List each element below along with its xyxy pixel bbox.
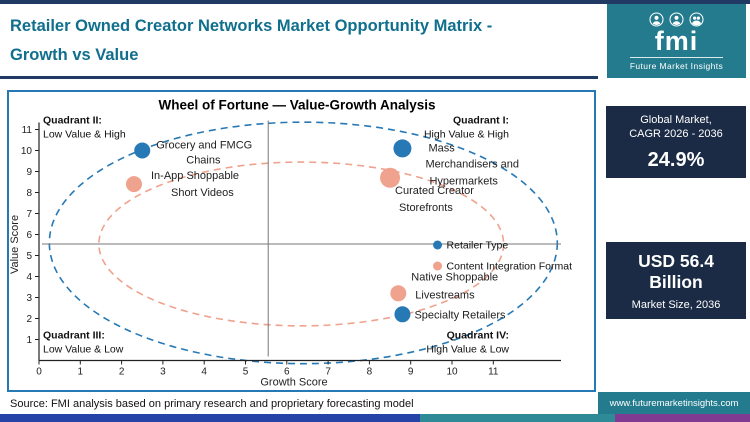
header-divider [0,76,598,79]
legend-label: Retailer Type [447,240,509,252]
market-size-value: USD 56.4 Billion [638,251,714,293]
brand-strip [0,414,750,422]
data-point-label: Hypermarkets [429,175,498,187]
quadrant-title: Quadrant II: [43,115,102,127]
y-tick-label: 10 [21,146,33,157]
y-tick-label: 7 [26,209,32,220]
legend-swatch [433,240,443,250]
source-note: Source: FMI analysis based on primary re… [10,398,414,410]
quadrant-ellipse [48,121,559,365]
page-title-line2: Growth vs Value [10,46,139,64]
support-person-icon [649,11,664,27]
website-link[interactable]: www.futuremarketinsights.com [598,392,750,414]
cagr-label-line1: Global Market, [640,113,712,126]
fmi-logo: fmi Future Market Insights [607,4,746,78]
quadrant-subtitle: Low Value & High [43,129,126,141]
y-tick-label: 5 [26,251,32,262]
data-point: Mass Merchandisers and Hypermarkets [393,139,519,187]
y-tick-label: 11 [22,125,33,136]
quadrant-title: Quadrant IV: [447,330,509,342]
cagr-label-line2: CAGR 2026 - 2036 [629,128,723,140]
data-point-label: In-App Shoppable [151,170,239,182]
y-tick-label: 4 [26,272,32,283]
fmi-wordmark: fmi [654,25,699,56]
cagr-stat-card: Global Market, CAGR 2026 - 2036 24.9% [606,106,746,178]
data-point-label: Grocery and FMCG [156,140,252,152]
market-size-card: USD 56.4 Billion Market Size, 2036 [606,242,746,319]
y-tick-label: 9 [26,167,32,178]
data-point-label: Curated Creator [395,185,474,197]
market-size-value-line2: Billion [649,271,703,292]
data-point-label: Mass [428,142,455,154]
data-point: In-App Shoppable Short Videos [125,170,239,199]
strip-segment-blue [0,414,420,422]
quadrant-title: Quadrant I: [453,115,509,127]
x-tick-label: 0 [36,367,42,378]
x-tick-label: 7 [325,367,331,378]
x-tick-label: 3 [160,367,166,378]
x-axis-title: Growth Score [260,377,327,389]
legend-label: Content Integration Format [447,261,573,273]
data-point: Curated Creator Storefronts [380,167,474,214]
y-tick-label: 6 [26,230,32,241]
data-point: Specialty Retailers [394,306,506,323]
market-size-label: Market Size, 2036 [631,298,721,311]
data-point: Grocery and FMCG Chains [134,140,252,167]
x-tick-label: 2 [119,367,125,378]
fmi-tagline: Future Market Insights [629,56,724,71]
x-tick-label: 4 [201,367,207,378]
data-point-label: Native Shoppable [411,271,498,283]
group-icon [689,11,704,27]
legend-item: Content Integration Format [433,261,572,273]
data-point: Native Shoppable Livestreams [390,271,498,302]
data-point-label: Specialty Retailers [414,309,506,321]
page-title: Retailer Owned Creator Networks Market O… [10,12,595,70]
quadrant-title: Quadrant III: [43,330,105,342]
y-axis-title: Value Score [9,215,21,274]
quadrant-subtitle: Low Value & Low [43,344,124,356]
x-tick-label: 9 [408,367,414,378]
y-tick-label: 1 [26,335,32,346]
person-icon [669,11,684,27]
quadrant-subtitle: High Value & Low [426,344,509,356]
legend-item: Retailer Type [433,240,508,252]
cagr-value: 24.9% [647,148,705,171]
logo-icons-row [649,11,704,27]
y-tick-label: 8 [26,188,32,199]
quadrant-subtitle: High Value & High [424,129,509,141]
market-size-value-line1: USD 56.4 [638,250,714,271]
data-point-label: Short Videos [171,187,234,199]
y-tick-label: 3 [26,293,32,304]
chart-panel: 0 1 2 3 4 5 6 7 8 9 10 11 1 2 3 4 5 6 7 8 9 10 11 Growth Score V… [7,90,596,392]
chart-title: Wheel of Fortune — Value-Growth Analysis [158,98,435,113]
data-point-label: Livestreams [415,289,475,301]
data-point-label: Chains [186,155,221,167]
data-point-label: Merchandisers and [425,158,519,170]
x-tick-label: 10 [446,367,458,378]
x-tick-label: 11 [488,367,499,378]
x-tick-label: 1 [78,367,84,378]
x-tick-label: 5 [243,367,249,378]
strip-segment-teal [420,414,615,422]
strip-segment-purple [615,414,750,422]
x-tick-label: 6 [284,367,290,378]
legend-swatch [433,261,443,271]
top-border-rule [0,0,750,4]
y-tick-label: 2 [26,314,32,325]
cagr-label: Global Market, CAGR 2026 - 2036 [629,113,723,142]
page-title-line1: Retailer Owned Creator Networks Market O… [10,17,493,35]
x-tick-label: 8 [367,367,373,378]
data-point-label: Storefronts [399,202,453,214]
